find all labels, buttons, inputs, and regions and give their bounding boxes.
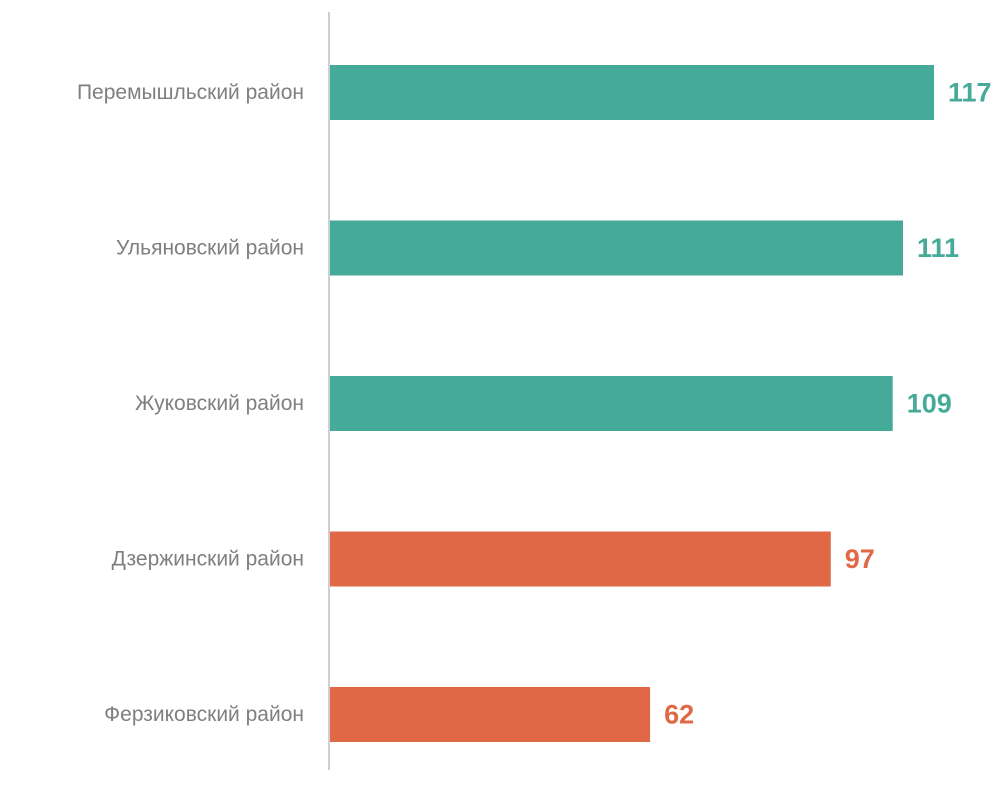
category-label: Жуковский район — [135, 392, 304, 415]
value-label: 111 — [917, 233, 959, 263]
bar — [330, 220, 904, 276]
value-label: 62 — [664, 700, 694, 730]
bar — [330, 531, 831, 587]
bar — [330, 65, 934, 120]
category-label: Ферзиковский район — [104, 703, 304, 726]
value-label: 97 — [845, 544, 875, 574]
bars-group: Перемышльский район 117 Ульяновский район 1… — [77, 65, 992, 742]
category-label: Перемышльский район — [77, 81, 304, 104]
value-label: 109 — [907, 389, 952, 419]
category-label: Ульяновский район — [116, 237, 304, 260]
bar — [330, 376, 893, 431]
category-label: Дзержинский район — [112, 548, 304, 571]
bar — [330, 687, 651, 742]
value-label: 117 — [948, 78, 992, 108]
